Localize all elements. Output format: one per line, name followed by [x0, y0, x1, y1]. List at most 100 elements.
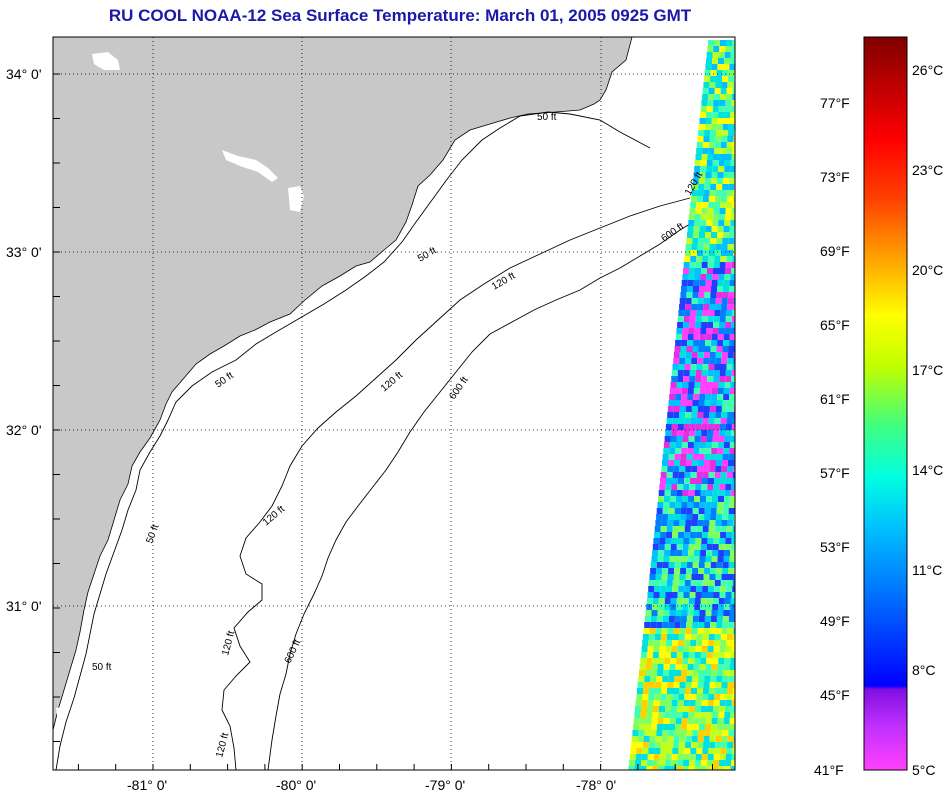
swath-pixel	[684, 478, 690, 484]
swath-pixel	[666, 640, 673, 646]
swath-pixel	[721, 406, 728, 412]
swath-pixel	[672, 580, 679, 586]
swath-pixel	[708, 88, 715, 94]
swath-pixel	[650, 562, 657, 568]
swath-pixel	[703, 406, 710, 412]
swath-pixel	[670, 550, 677, 556]
swath-pixel	[652, 598, 659, 604]
swath-pixel	[706, 652, 713, 658]
swath-pixel	[681, 334, 688, 340]
swath-pixel	[715, 742, 722, 748]
swath-pixel	[637, 688, 643, 694]
swath-pixel	[725, 154, 732, 160]
swath-pixel	[725, 268, 731, 274]
swath-pixel	[730, 496, 735, 502]
swath-pixel	[664, 496, 670, 502]
swath-pixel	[712, 598, 719, 604]
swath-pixel	[720, 40, 726, 46]
swath-pixel	[693, 664, 700, 670]
swath-pixel	[697, 742, 704, 748]
swath-pixel	[678, 472, 685, 478]
swath-pixel	[664, 436, 671, 442]
swath-pixel	[658, 598, 665, 604]
swath-pixel	[707, 370, 714, 376]
swath-pixel	[733, 298, 735, 304]
swath-pixel	[660, 640, 667, 646]
swath-pixel	[699, 334, 706, 340]
swath-pixel	[731, 100, 735, 106]
swath-pixel	[653, 538, 660, 544]
swath-pixel	[675, 388, 682, 394]
swath-pixel	[727, 298, 734, 304]
swath-pixel	[671, 484, 678, 490]
swath-pixel	[731, 262, 735, 268]
swath-pixel	[666, 526, 673, 532]
swath-pixel	[714, 418, 721, 424]
swath-pixel	[706, 604, 713, 610]
swath-pixel	[694, 214, 701, 220]
swath-pixel	[729, 340, 735, 346]
swath-pixel	[689, 322, 696, 328]
swath-pixel	[716, 346, 723, 352]
contour-label: 50 ft	[537, 112, 557, 123]
swath-pixel	[722, 292, 729, 298]
swath-pixel	[669, 388, 676, 394]
swath-pixel	[689, 262, 696, 268]
swath-pixel	[654, 634, 661, 640]
swath-pixel	[733, 250, 735, 256]
swath-pixel	[699, 226, 706, 232]
swath-pixel	[714, 694, 721, 700]
swath-pixel	[720, 694, 727, 700]
swath-pixel	[686, 616, 693, 622]
swath-pixel	[698, 346, 705, 352]
swath-pixel	[701, 424, 708, 430]
swath-pixel	[697, 466, 704, 472]
swath-pixel	[718, 490, 725, 496]
swath-pixel	[707, 538, 714, 544]
swath-pixel	[711, 664, 718, 670]
swath-pixel	[717, 334, 724, 340]
colorbar-c-label: 23°C	[912, 162, 943, 178]
swath-pixel	[728, 568, 735, 574]
swath-pixel	[687, 718, 694, 724]
swath-pixel	[712, 766, 719, 770]
swath-pixel	[685, 742, 692, 748]
swath-pixel	[670, 544, 677, 550]
swath-pixel	[714, 364, 721, 370]
swath-pixel	[709, 682, 716, 688]
swath-pixel	[662, 616, 669, 622]
swath-pixel	[700, 658, 707, 664]
swath-pixel	[728, 676, 735, 682]
colorbar-c-label: 26°C	[912, 62, 943, 78]
map-frame	[52, 36, 736, 771]
swath-pixel	[724, 490, 731, 496]
swath-pixel	[673, 412, 680, 418]
swath-pixel	[654, 748, 661, 754]
swath-pixel	[732, 94, 735, 100]
swath-pixel	[655, 628, 662, 634]
swath-pixel	[704, 568, 711, 574]
swath-pixel	[699, 718, 706, 724]
swath-pixel	[695, 538, 702, 544]
swath-pixel	[666, 472, 673, 478]
swath-pixel	[717, 232, 723, 238]
swath-pixel	[723, 118, 730, 124]
swath-pixel	[695, 760, 702, 766]
swath-pixel	[657, 664, 664, 670]
swath-pixel	[644, 676, 651, 682]
swath-pixel	[731, 154, 735, 160]
swath-pixel	[676, 766, 683, 770]
swath-pixel	[712, 652, 719, 658]
swath-pixel	[668, 730, 675, 736]
colorbar-c-label: 11°C	[912, 562, 942, 578]
swath-pixel	[724, 652, 731, 658]
swath-pixel	[722, 730, 729, 736]
swath-pixel	[733, 82, 735, 88]
swath-pixel	[717, 226, 724, 232]
swath-pixel	[647, 592, 654, 598]
swath-pixel	[717, 64, 724, 70]
swath-pixel	[724, 382, 731, 388]
swath-pixel	[680, 622, 687, 628]
swath-pixel	[708, 532, 715, 538]
swath-pixel	[732, 580, 735, 586]
